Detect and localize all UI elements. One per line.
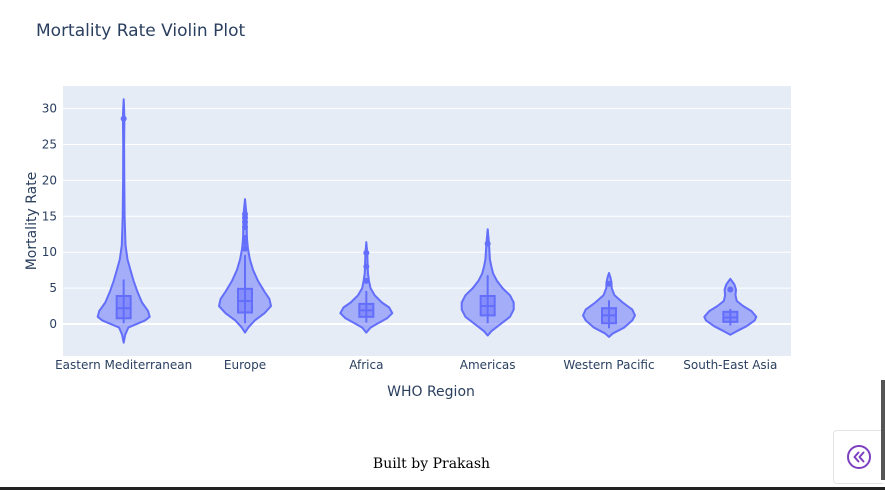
double-chevron-left-icon	[846, 444, 872, 470]
collapse-sidebar-button[interactable]	[833, 430, 883, 484]
y-tick-labels: 0 5 10 15 20 25 30	[42, 102, 57, 331]
x-axis-title: WHO Region	[387, 384, 475, 400]
x-tick-label: Africa	[349, 358, 383, 372]
y-tick-label: 0	[49, 317, 57, 331]
gridlines	[63, 108, 791, 325]
outlier-point	[242, 245, 248, 252]
y-tick-label: 15	[42, 209, 57, 223]
outlier-point	[606, 280, 612, 287]
outlier-point	[120, 115, 127, 122]
violin-group	[703, 277, 758, 336]
violin-group	[460, 228, 515, 337]
x-tick-label: Europe	[224, 358, 266, 372]
y-tick-label: 10	[42, 245, 57, 259]
x-tick-label: Eastern Mediterranean	[55, 358, 192, 372]
violin-box	[115, 294, 132, 320]
violin-chart: Mortality Rate Violin Plot 051015202530 …	[24, 21, 791, 400]
outlier-point	[242, 224, 248, 231]
outlier-point	[242, 234, 248, 241]
violin-group	[218, 198, 272, 334]
violin-group	[339, 241, 394, 334]
outlier-point	[484, 240, 491, 247]
violin-body	[339, 241, 394, 334]
bottom-divider	[0, 487, 885, 490]
violin-group	[582, 272, 636, 338]
outlier-point	[242, 239, 248, 246]
x-tick-label: Americas	[460, 358, 516, 372]
violin-group	[96, 98, 151, 344]
plot-area	[63, 86, 791, 356]
y-tick-label: 30	[42, 102, 57, 116]
outlier-point	[363, 263, 370, 270]
y-tick-label: 25	[42, 138, 57, 152]
y-tick-label: 20	[42, 173, 57, 187]
outlier-point	[242, 211, 248, 218]
violin-body	[703, 277, 758, 336]
x-tick-label: Western Pacific	[563, 358, 654, 372]
chart-title: Mortality Rate Violin Plot	[36, 21, 245, 41]
scrollbar[interactable]	[881, 380, 885, 480]
outlier-point	[363, 249, 370, 256]
footer-credit: Built by Prakash	[372, 456, 491, 472]
outlier-point	[242, 219, 248, 226]
y-tick-label: 5	[49, 281, 57, 295]
violins	[96, 98, 758, 344]
x-tick-label: South-East Asia	[683, 358, 777, 372]
x-tick-labels: Eastern Mediterranean Europe Africa America…	[55, 358, 777, 372]
violin-body	[96, 98, 151, 344]
y-axis-title: Mortality Rate	[24, 172, 40, 271]
outlier-point	[363, 277, 370, 284]
outlier-point	[727, 286, 734, 293]
